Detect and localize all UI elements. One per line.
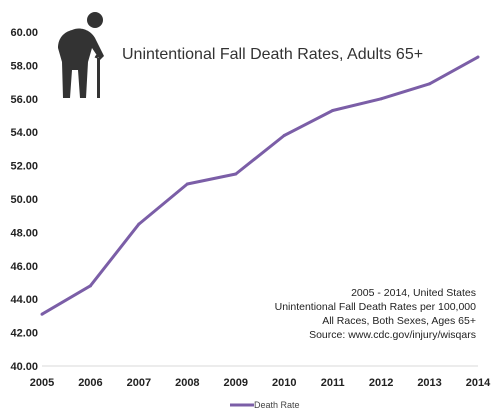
- x-tick-label: 2013: [417, 377, 441, 389]
- y-tick-label: 58.00: [10, 60, 38, 72]
- x-tick-label: 2006: [78, 377, 102, 389]
- y-tick-label: 54.00: [10, 127, 38, 139]
- y-tick-label: 48.00: [10, 227, 38, 239]
- y-tick-label: 52.00: [10, 161, 38, 173]
- y-tick-label: 46.00: [10, 261, 38, 273]
- x-tick-label: 2009: [224, 377, 248, 389]
- y-tick-label: 42.00: [10, 328, 38, 340]
- legend: Death Rate: [230, 400, 300, 410]
- x-tick-label: 2011: [321, 377, 345, 389]
- annotation-1: 2005 - 2014, United States: [351, 287, 476, 299]
- data-point: [185, 182, 189, 186]
- x-tick-label: 2012: [369, 377, 393, 389]
- x-axis: 2005 2006 2007 2008 2009 2010 2011 2012 2013 2014: [30, 377, 491, 389]
- series-group: [40, 55, 480, 316]
- y-tick-label: 50.00: [10, 194, 38, 206]
- data-point: [428, 82, 432, 86]
- data-point: [234, 172, 238, 176]
- legend-label: Death Rate: [254, 400, 300, 410]
- y-tick-label: 44.00: [10, 294, 38, 306]
- annotation-4: Source: www.cdc.gov/injury/wisqars: [309, 329, 476, 341]
- elderly-person-with-cane-icon: [58, 12, 104, 98]
- data-point: [40, 312, 44, 316]
- y-tick-label: 60.00: [10, 27, 38, 39]
- y-tick-label: 40.00: [10, 361, 38, 373]
- data-point: [476, 55, 480, 59]
- x-tick-label: 2008: [175, 377, 199, 389]
- x-tick-label: 2014: [466, 377, 491, 389]
- annotations: 2005 - 2014, United States Unintentional…: [275, 287, 477, 341]
- data-point: [379, 97, 383, 101]
- x-tick-label: 2010: [272, 377, 296, 389]
- y-axis: 40.00 42.00 44.00 46.00 48.00 50.00 52.00 54.00…: [10, 27, 38, 373]
- annotation-2: Unintentional Fall Death Rates per 100,0…: [275, 301, 477, 313]
- data-point: [331, 108, 335, 112]
- chart-title: Unintentional Fall Death Rates, Adults 6…: [122, 46, 423, 63]
- x-tick-label: 2007: [127, 377, 151, 389]
- series-line-0: [41, 55, 479, 316]
- y-tick-label: 56.00: [10, 94, 38, 106]
- x-tick-label: 2005: [30, 377, 54, 389]
- data-point: [88, 284, 92, 288]
- annotation-3: All Races, Both Sexes, Ages 65+: [322, 315, 476, 327]
- data-point: [137, 222, 141, 226]
- data-point: [282, 134, 286, 138]
